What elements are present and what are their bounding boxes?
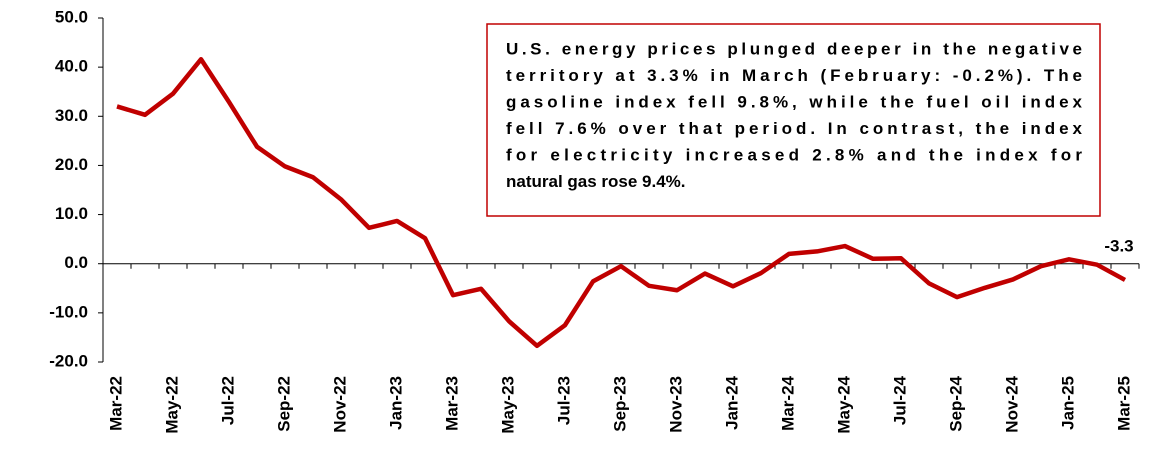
x-tick-label: Nov-22	[330, 376, 349, 433]
x-tick-label: Jan-25	[1058, 376, 1077, 430]
x-tick-label: Sep-23	[610, 376, 629, 432]
x-tick-label: May-24	[834, 375, 853, 433]
x-tick-label: May-22	[162, 376, 181, 434]
x-tick-label: Jul-22	[218, 376, 237, 425]
annotation-line: gasoline index fell 9.8%, while the fuel…	[506, 92, 1083, 111]
y-tick-label: 10.0	[55, 204, 88, 223]
x-tick-label: Jan-24	[722, 375, 741, 429]
annotation-line: natural gas rose 9.4%.	[506, 172, 686, 191]
x-tick-label: Jul-24	[890, 375, 909, 425]
x-tick-label: May-23	[498, 376, 517, 434]
x-tick-label: Nov-24	[1002, 375, 1021, 432]
y-tick-label: 50.0	[55, 7, 88, 26]
x-tick-label: Jan-23	[386, 376, 405, 430]
x-tick-label: Mar-23	[442, 376, 461, 431]
y-tick-label: 30.0	[55, 106, 88, 125]
y-tick-label: 20.0	[55, 155, 88, 174]
x-tick-label: Mar-22	[106, 376, 125, 431]
x-tick-label: Sep-22	[274, 376, 293, 432]
x-tick-label: Mar-25	[1114, 376, 1133, 431]
x-tick-label: Nov-23	[666, 376, 685, 433]
y-tick-label: -10.0	[49, 302, 88, 321]
annotation-line: U.S. energy prices plunged deeper in the…	[506, 39, 1082, 58]
x-tick-label: Mar-24	[778, 375, 797, 430]
line-series	[116, 57, 1127, 349]
y-tick-label: 40.0	[55, 57, 88, 76]
annotation-box	[486, 23, 1101, 217]
data-label: -3.3	[1104, 236, 1133, 255]
y-tick-label: -20.0	[49, 351, 88, 370]
y-tick-label: 0.0	[64, 253, 88, 272]
x-tick-label: Jul-23	[554, 376, 573, 425]
x-tick-label: Sep-24	[946, 375, 965, 431]
